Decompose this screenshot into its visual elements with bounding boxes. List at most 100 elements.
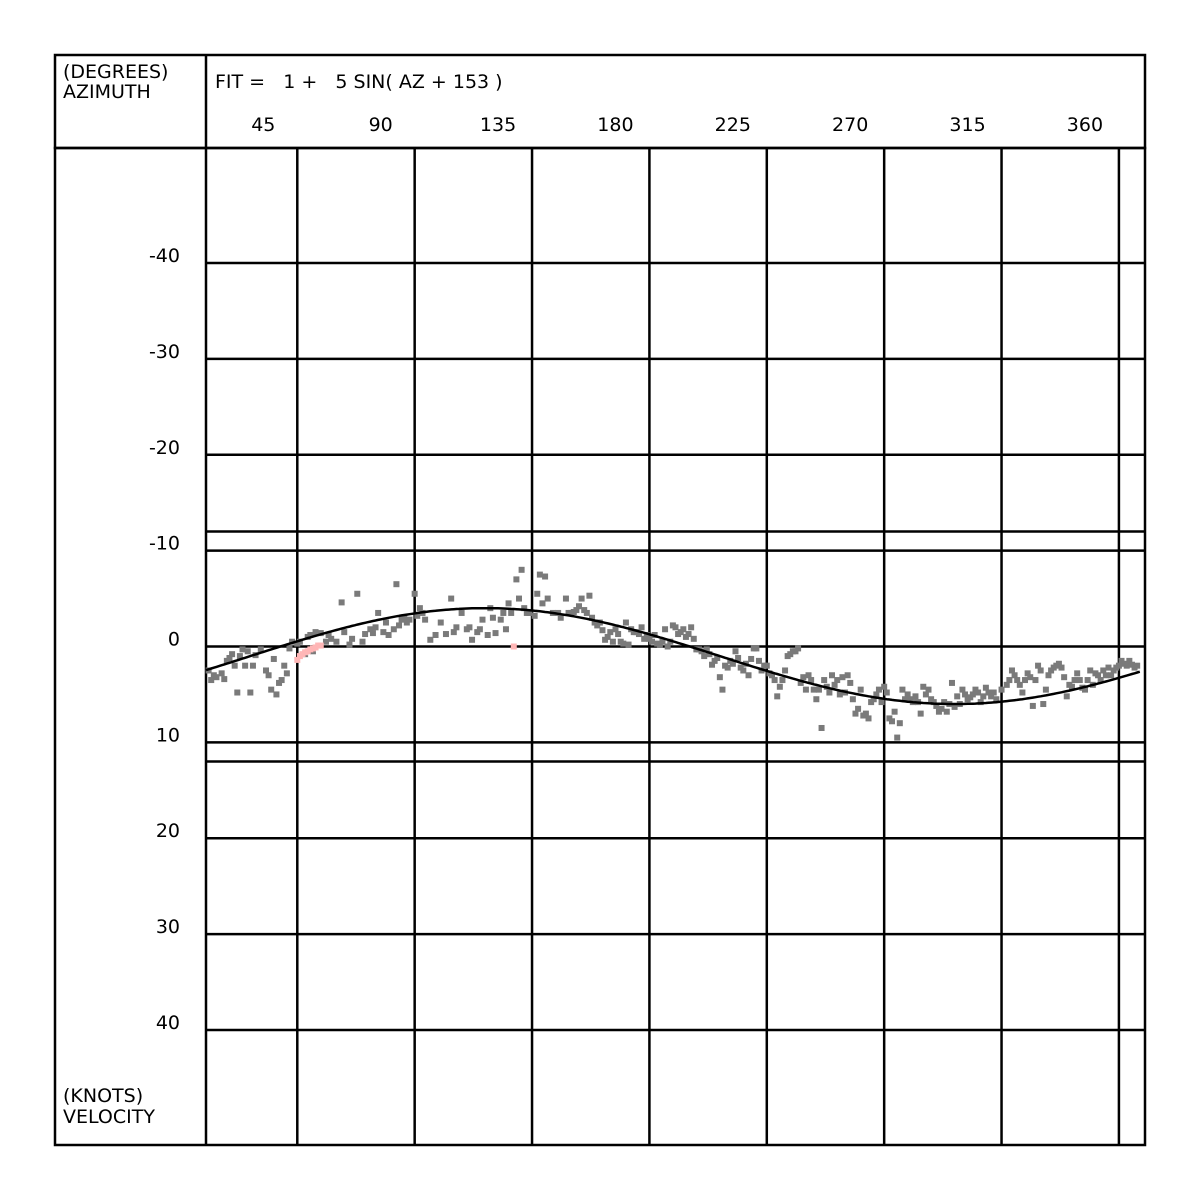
x-tick-label: 90 [369, 114, 393, 136]
data-point [508, 609, 515, 616]
data-point [943, 708, 950, 715]
data-point [852, 710, 859, 717]
data-point [993, 696, 1000, 703]
data-point [638, 624, 645, 631]
data-point [466, 624, 473, 631]
data-point [1032, 677, 1039, 684]
data-point [954, 693, 961, 700]
data-point [891, 708, 898, 715]
data-point [469, 636, 476, 643]
data-point [382, 619, 389, 626]
data-point [492, 630, 499, 637]
data-point [1040, 701, 1047, 708]
data-point [414, 612, 421, 619]
data-point [941, 699, 948, 706]
data-point [818, 724, 825, 731]
fit-equation: FIT = 1 + 5 SIN( AZ + 153 ) [215, 71, 503, 93]
data-point [662, 626, 669, 633]
data-point [771, 677, 778, 684]
data-point [815, 686, 822, 693]
data-point [338, 599, 345, 606]
data-point [322, 638, 329, 645]
data-point [518, 566, 525, 573]
data-point [899, 686, 906, 693]
data-point [701, 653, 708, 660]
data-point [615, 631, 622, 638]
data-point [896, 720, 903, 727]
data-point [1035, 662, 1042, 669]
data-point [1100, 667, 1107, 674]
data-point [930, 699, 937, 706]
x-tick-label: 270 [832, 114, 868, 136]
x-tick-label: 315 [949, 114, 985, 136]
x-tick-label: 135 [480, 114, 516, 136]
velocity-units: (KNOTS) [63, 1085, 143, 1107]
data-point [855, 705, 862, 712]
data-point [755, 657, 762, 664]
data-point [1087, 667, 1094, 674]
flagged-point [317, 642, 324, 649]
data-point [975, 689, 982, 696]
data-point [769, 672, 776, 679]
data-point [573, 607, 580, 614]
data-point [1024, 670, 1031, 677]
data-point [442, 631, 449, 638]
azimuth-units: (DEGREES) [63, 61, 168, 83]
x-tick-label: 180 [597, 114, 633, 136]
data-point [703, 646, 710, 653]
y-tick-label: -20 [149, 437, 180, 459]
data-point [500, 609, 507, 616]
data-point [1108, 672, 1115, 679]
data-point [716, 674, 723, 681]
data-point [458, 609, 465, 616]
data-point [672, 624, 679, 631]
data-point [685, 631, 692, 638]
data-point [714, 655, 721, 662]
data-point [810, 686, 817, 693]
data-point [437, 619, 444, 626]
data-point [635, 631, 642, 638]
data-point [826, 689, 833, 696]
data-point [1102, 672, 1109, 679]
y-tick-label: -10 [149, 533, 180, 555]
data-point [776, 683, 783, 690]
data-point [1134, 662, 1141, 669]
data-point [805, 672, 812, 679]
data-point [709, 661, 716, 668]
data-point [484, 631, 491, 638]
data-point [213, 674, 220, 681]
data-point [985, 689, 992, 696]
data-point [286, 645, 293, 652]
data-point [1019, 689, 1026, 696]
data-point [604, 633, 611, 640]
data-point [1061, 674, 1068, 681]
data-point [740, 667, 747, 674]
data-point [234, 689, 241, 696]
data-point [797, 679, 804, 686]
data-point [800, 674, 807, 681]
data-point [609, 638, 616, 645]
data-point [270, 655, 277, 662]
data-point [278, 677, 285, 684]
data-point [583, 609, 590, 616]
data-point [578, 595, 585, 602]
data-point [422, 616, 429, 623]
flagged-point [294, 656, 301, 663]
data-point [526, 609, 533, 616]
data-point [1076, 677, 1083, 684]
data-point [1063, 693, 1070, 700]
data-point [1008, 667, 1015, 674]
tick-labels: 45 90 135 180 225 270 315 360 -40 -30 -20 -10 0 10 20 3… [149, 114, 1103, 1034]
data-point [1027, 674, 1034, 681]
data-point [427, 636, 434, 643]
data-point [883, 689, 890, 696]
data-point [1123, 662, 1130, 669]
data-point [354, 590, 361, 597]
data-point [912, 693, 919, 700]
data-point [544, 595, 551, 602]
data-point [557, 614, 564, 621]
data-point [1042, 686, 1049, 693]
data-point [745, 672, 752, 679]
y-tick-label: 20 [156, 820, 180, 842]
data-point [369, 630, 376, 637]
